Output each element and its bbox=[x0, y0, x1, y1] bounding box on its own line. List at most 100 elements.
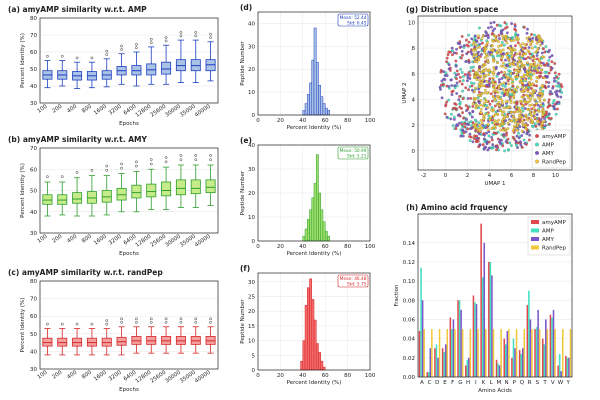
panel-g-point-RandPep bbox=[520, 129, 524, 133]
panel-g-point-RandPep bbox=[499, 109, 503, 113]
panel-g-point-amyAMP bbox=[560, 85, 564, 88]
panel-g-point-AMY bbox=[502, 94, 506, 97]
panel-h-bar-amyAMP bbox=[464, 365, 467, 377]
panel-c-ylabel: Percent Identity (%) bbox=[20, 298, 26, 353]
panel-g-point-RandPep bbox=[528, 103, 532, 107]
panel-g-point-AMP bbox=[478, 26, 481, 30]
title-panel-a: (a) amyAMP similarity w.r.t. AMP bbox=[8, 5, 147, 14]
panel-h-bar-AMY bbox=[498, 365, 501, 377]
panel-g-point-RandPep bbox=[519, 110, 523, 114]
panel-g-point-RandPep bbox=[526, 49, 530, 53]
panel-e-xtick: 20 bbox=[277, 244, 284, 250]
panel-g-point-RandPep bbox=[480, 70, 483, 74]
panel-g-point-RandPep bbox=[488, 118, 492, 122]
panel-g-point-RandPep bbox=[535, 49, 539, 53]
panel-g-point-RandPep bbox=[492, 121, 496, 125]
panel-d-bar bbox=[318, 84, 321, 116]
panel-f-bar bbox=[300, 360, 304, 371]
panel-h-xtick: P bbox=[513, 380, 517, 386]
panel-g-point-AMY bbox=[455, 92, 459, 95]
panel-a-xtick: 30000 bbox=[164, 103, 182, 118]
panel-h-legend-label: RandPep bbox=[542, 246, 567, 252]
panel-h-ytick: 0.08 bbox=[403, 298, 416, 304]
panel-g-point-amyAMP bbox=[542, 47, 545, 51]
panel-h-bar-amyAMP bbox=[426, 372, 429, 377]
panel-g-point-RandPep bbox=[530, 103, 534, 107]
panel-g-point-amyAMP bbox=[557, 72, 561, 76]
panel-b-ytick: 40 bbox=[30, 210, 37, 216]
panel-g-point-RandPep bbox=[479, 118, 483, 122]
panel-g-point-AMY bbox=[498, 142, 502, 145]
panel-h-bar-amyAMP bbox=[534, 329, 536, 377]
panel-g-legend-label: AMY bbox=[542, 151, 555, 157]
panel-g-point-amyAMP bbox=[514, 29, 518, 32]
panel-g-point-RandPep bbox=[504, 129, 508, 133]
panel-f-ytick: 25 bbox=[248, 295, 255, 301]
panel-a-outlier bbox=[209, 36, 212, 39]
panel-c-outlier bbox=[135, 317, 138, 321]
panel-h-bar-RandPep bbox=[569, 329, 572, 377]
panel-g-point-RandPep bbox=[475, 78, 479, 81]
panel-d-ytick: 0 bbox=[252, 113, 256, 119]
panel-g-point-RandPep bbox=[506, 127, 510, 131]
panel-g-point-AMY bbox=[464, 60, 468, 63]
panel-g-point-RandPep bbox=[501, 48, 505, 52]
panel-g-point-AMY bbox=[494, 145, 498, 149]
panel-g-point-AMY bbox=[522, 57, 526, 61]
panel-g-point-AMP bbox=[461, 79, 465, 82]
panel-g-point-amyAMP bbox=[534, 124, 538, 128]
panel-g-point-AMY bbox=[478, 101, 481, 105]
panel-g-point-AMY bbox=[465, 109, 468, 112]
panel-b-xtick: 1600 bbox=[93, 233, 108, 246]
panel-g-point-RandPep bbox=[542, 119, 546, 123]
panel-g-point-RandPep bbox=[524, 113, 527, 117]
panel-g-point-amyAMP bbox=[442, 83, 445, 86]
panel-h-bar-RandPep bbox=[523, 329, 526, 377]
panel-d-bar bbox=[322, 103, 326, 116]
panel-h-bar-AMY bbox=[491, 275, 493, 377]
panel-g-point-amyAMP bbox=[503, 21, 507, 25]
panel-c-outlier bbox=[149, 321, 153, 324]
panel-g-point-RandPep bbox=[512, 38, 516, 42]
panel-g-point-RandPep bbox=[515, 88, 518, 92]
panel-b-outlier bbox=[149, 158, 153, 162]
panel-h-bar-AMP bbox=[481, 277, 484, 377]
panel-f-xtick: 20 bbox=[277, 373, 284, 379]
panel-g-point-amyAMP bbox=[491, 99, 494, 103]
panel-g-point-RandPep bbox=[536, 47, 540, 50]
panel-d-xtick: 60 bbox=[322, 118, 329, 124]
panel-b-xtick: 30000 bbox=[164, 233, 182, 248]
panel-c-ytick: 40 bbox=[30, 349, 37, 355]
panel-g-point-RandPep bbox=[538, 35, 542, 39]
panel-g-ytick: 4 bbox=[412, 97, 416, 103]
panel-b-outlier bbox=[179, 154, 183, 157]
panel-g-point-RandPep bbox=[478, 123, 482, 127]
panel-h-legend-swatch bbox=[531, 228, 539, 233]
panel-g-point-RandPep bbox=[506, 106, 510, 109]
panel-g-point-AMY bbox=[505, 31, 509, 35]
panel-c-outlier bbox=[194, 317, 198, 321]
panel-h-xtick: E bbox=[443, 380, 447, 386]
panel-f-bar bbox=[313, 319, 317, 371]
panel-g-point-RandPep bbox=[501, 37, 505, 41]
panel-h-xtick: L bbox=[490, 380, 494, 386]
panel-g-point-RandPep bbox=[490, 127, 494, 131]
panel-g-legend-marker bbox=[535, 151, 539, 155]
panel-g-point-AMY bbox=[468, 77, 472, 80]
panel-g-point-RandPep bbox=[491, 80, 495, 83]
panel-c-ytick: 50 bbox=[30, 332, 37, 338]
panel-g-point-RandPep bbox=[480, 37, 484, 40]
panel-g-point-RandPep bbox=[485, 91, 489, 95]
panel-c-outlier bbox=[135, 321, 138, 324]
panel-g-point-amyAMP bbox=[451, 89, 455, 93]
panel-a-outlier bbox=[60, 54, 64, 58]
panel-a-outlier bbox=[194, 34, 198, 38]
panel-g-point-AMY bbox=[553, 76, 556, 80]
panel-g-point-AMY bbox=[540, 51, 544, 55]
panel-h-bar-RandPep bbox=[515, 329, 518, 377]
panel-g-point-AMY bbox=[510, 22, 514, 26]
panel-g-point-RandPep bbox=[483, 56, 487, 59]
panel-g-point-AMY bbox=[468, 132, 472, 136]
panel-g-point-amyAMP bbox=[460, 35, 464, 38]
panel-h-ytick: 0.12 bbox=[403, 260, 415, 266]
